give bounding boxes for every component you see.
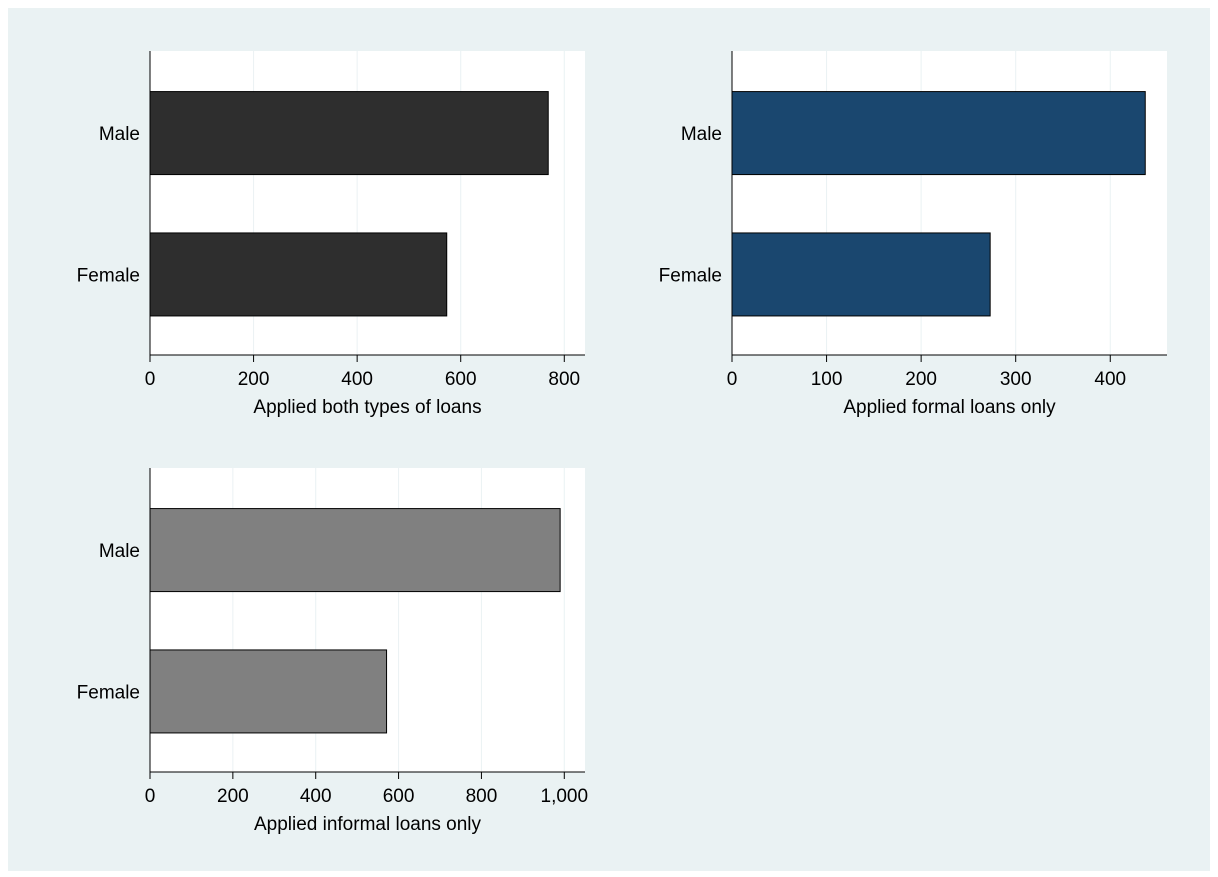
x-axis-title: Applied informal loans only bbox=[254, 814, 482, 835]
bar-male bbox=[731, 91, 1146, 176]
x-tick-label: 100 bbox=[811, 369, 843, 390]
x-tick-label: 400 bbox=[341, 369, 373, 390]
x-tick-label: 600 bbox=[383, 786, 415, 807]
x-tick-label: 800 bbox=[466, 786, 498, 807]
x-tick-label: 300 bbox=[1000, 369, 1032, 390]
bar-male bbox=[149, 508, 561, 593]
x-tick-label: 800 bbox=[548, 369, 580, 390]
chart-panel-2: Male Female 0 100 200 300 400 Applied formal lo… bbox=[659, 51, 1167, 418]
category-label: Female bbox=[77, 265, 140, 286]
bar-female bbox=[731, 232, 991, 317]
x-tick-label: 200 bbox=[905, 369, 937, 390]
category-label: Male bbox=[99, 541, 140, 562]
bar-male bbox=[149, 91, 549, 176]
category-label: Female bbox=[77, 682, 140, 703]
x-tick-label: 0 bbox=[145, 786, 156, 807]
bar-female bbox=[149, 232, 448, 317]
x-tick-label: 600 bbox=[445, 369, 477, 390]
x-axis-title: Applied formal loans only bbox=[843, 397, 1056, 418]
bar-female bbox=[149, 649, 388, 734]
category-label: Male bbox=[681, 124, 722, 145]
x-axis-title: Applied both types of loans bbox=[253, 397, 481, 418]
x-tick-label: 0 bbox=[145, 369, 156, 390]
chart-panel-1: Male Female 0 200 400 600 800 Applied both type… bbox=[77, 51, 585, 418]
category-label: Male bbox=[99, 124, 140, 145]
x-tick-label: 400 bbox=[300, 786, 332, 807]
x-tick-label: 0 bbox=[727, 369, 738, 390]
x-tick-label: 1,000 bbox=[541, 786, 589, 807]
x-tick-label: 400 bbox=[1094, 369, 1126, 390]
chart-panel-3: Male Female 0 200 400 600 800 1,000 Applied info… bbox=[77, 468, 588, 835]
x-tick-label: 200 bbox=[238, 369, 270, 390]
x-tick-label: 200 bbox=[217, 786, 249, 807]
category-label: Female bbox=[659, 265, 722, 286]
